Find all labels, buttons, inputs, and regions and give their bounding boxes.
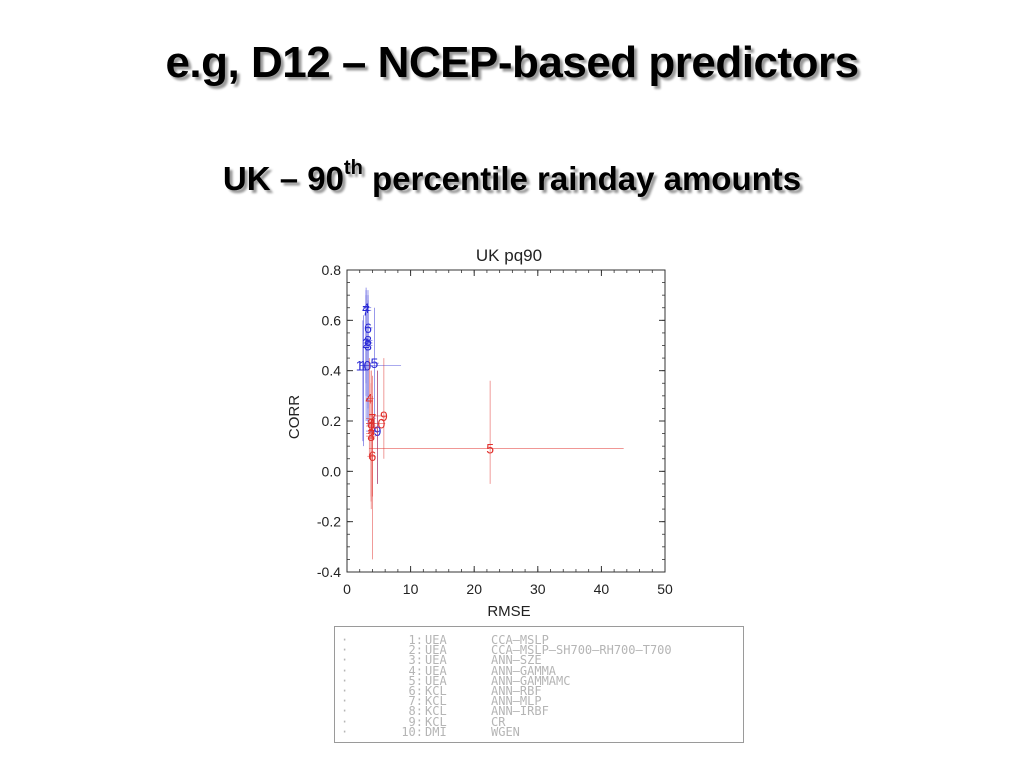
point-label: 6 <box>369 448 377 464</box>
plot-frame <box>346 269 666 573</box>
legend-institute: UEA <box>425 633 447 647</box>
y-tick-label: 0.6 <box>322 312 342 328</box>
legend-number: 7: <box>408 694 423 709</box>
legend-method: ANN–SZE <box>491 653 542 668</box>
legend-institute: UEA <box>425 643 447 658</box>
legend-institute: KCL <box>425 704 447 719</box>
x-tick-label: 10 <box>403 581 419 597</box>
chart-title: UK pq90 <box>476 246 542 265</box>
legend-marker: · <box>341 633 349 647</box>
legend-method: ANN–GAMMA <box>491 663 557 678</box>
legend-institute: UEA <box>425 673 447 688</box>
legend-method: ANN–RBF <box>491 684 542 698</box>
x-tick-label: 30 <box>530 581 546 597</box>
legend-number: 2: <box>408 643 423 658</box>
point-label: 3 <box>367 428 375 444</box>
subtitle-rest: percentile rainday amounts <box>362 160 802 197</box>
x-tick-label: 50 <box>657 581 673 597</box>
legend-number: 1: <box>408 633 423 647</box>
x-tick-label: 0 <box>343 581 351 597</box>
y-tick-label: -0.4 <box>317 564 341 580</box>
point-label: 6 <box>364 320 372 336</box>
legend-method: CCA–MSLP <box>491 633 549 647</box>
point-label: 5 <box>370 355 378 371</box>
legend-number: 4: <box>408 663 423 678</box>
legend-method: CCA–MSLP–SH700–RH700–T700 <box>491 643 672 658</box>
legend-institute: UEA <box>425 663 447 678</box>
slide-subtitle: UK – 90th percentile rainday amounts <box>0 157 1024 198</box>
legend-marker: · <box>341 643 349 658</box>
legend-marker: · <box>341 673 349 688</box>
legend-marker: · <box>341 684 349 698</box>
subtitle-superscript: th <box>343 157 363 179</box>
legend-marker: · <box>341 714 349 729</box>
x-tick-label: 20 <box>466 581 482 597</box>
legend-institute: KCL <box>425 714 447 729</box>
point-label: 4 <box>362 300 370 316</box>
point-label: 8 <box>367 416 375 432</box>
point-label: 7 <box>369 410 377 426</box>
legend-institute: KCL <box>425 694 447 709</box>
x-axis-label: RMSE <box>487 603 530 620</box>
legend-marker: · <box>341 663 349 678</box>
legend-number: 8: <box>408 704 423 719</box>
legend-number: 9: <box>408 714 423 729</box>
series-2: 123 4 5 6 78 910 <box>365 358 624 560</box>
legend-method: ANN–GAMMAMC <box>491 673 571 688</box>
y-tick-label: 0.8 <box>322 262 342 278</box>
legend-institute: UEA <box>425 653 447 668</box>
legend-number: 3: <box>408 653 423 668</box>
y-axis-label: CORR <box>286 395 303 439</box>
y-tick-label: 0.4 <box>322 363 342 379</box>
legend-institute: DMI <box>425 724 447 739</box>
y-tick-label: 0.0 <box>322 463 342 479</box>
legend-method: CR <box>491 714 506 729</box>
point-label: 8 <box>364 332 372 348</box>
y-tick-label: 0.2 <box>322 413 342 429</box>
slide-title: e.g, D12 – NCEP-based predictors <box>165 38 859 87</box>
chart-legend: · 1: UEA CCA–MSLP · 2: UEA CCA–MSLP–SH700–RH700… <box>334 626 744 743</box>
legend-marker: · <box>341 724 349 739</box>
point-label: 9 <box>380 408 388 424</box>
legend-marker: · <box>341 694 349 709</box>
point-label: 5 <box>486 441 494 457</box>
legend-number: 6: <box>408 684 423 698</box>
legend-institute: KCL <box>425 684 447 698</box>
point-label: 1 <box>359 358 367 374</box>
legend-method: ANN–MLP <box>491 694 542 709</box>
subtitle-main: UK – 90 <box>222 160 344 197</box>
point-label: 2 <box>362 335 370 351</box>
legend-number: 10: <box>401 724 423 739</box>
point-label: 4 <box>365 390 373 406</box>
legend-number: 5: <box>408 673 423 688</box>
point-label: 10 <box>356 358 372 374</box>
point-label: 2 <box>367 426 375 442</box>
x-tick-label: 40 <box>594 581 610 597</box>
point-label: 1 <box>367 418 375 434</box>
legend-method: WGEN <box>491 724 520 739</box>
point-label: 10 <box>370 416 386 432</box>
y-tick-label: -0.2 <box>317 514 341 530</box>
legend-method: ANN–IRBF <box>491 704 549 719</box>
legend-marker: · <box>341 653 349 668</box>
point-label: 3 <box>364 338 372 354</box>
point-label: 7 <box>362 302 370 318</box>
legend-marker: · <box>341 704 349 719</box>
